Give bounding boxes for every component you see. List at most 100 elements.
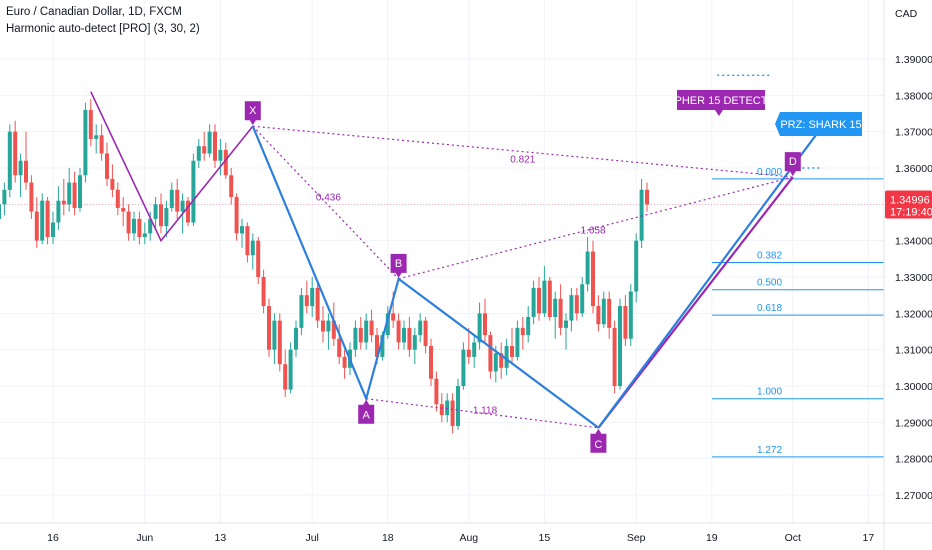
candle-body [121, 207, 126, 212]
candle-body [412, 335, 417, 350]
candle-body [483, 313, 487, 336]
symbol-title[interactable]: Euro / Canadian Dollar, 1D, FXCM [6, 6, 182, 18]
time-tick: Jul [305, 532, 318, 544]
cypher-label-box [677, 90, 765, 116]
fib-level-label: 1.000 [757, 387, 782, 398]
candle-body [612, 327, 617, 386]
prz-shark-badge: PRZ: SHARK 15 [775, 112, 862, 136]
candle-body [499, 353, 504, 368]
candle-body [542, 280, 547, 314]
last-price-tag [885, 190, 932, 219]
candle-body [531, 287, 536, 317]
candle-body [88, 109, 93, 139]
grid [0, 0, 884, 523]
price-tick: 1.30000 [895, 381, 932, 393]
candle-body [78, 175, 82, 208]
candle-body [477, 313, 482, 343]
candle-body [29, 182, 34, 212]
point-marker [784, 152, 801, 177]
time-tick: Sep [627, 532, 646, 544]
candle-body [623, 306, 628, 339]
candle-body [515, 327, 520, 357]
candle-body [283, 364, 288, 390]
candle-body [148, 218, 153, 234]
candle-body [61, 200, 66, 205]
candle-body [537, 287, 541, 314]
point-label: C [594, 439, 602, 451]
candle-body [72, 182, 77, 208]
ratio-label: 0.821 [510, 155, 535, 166]
candle-body [375, 335, 379, 357]
candle-body [110, 178, 115, 190]
candle-body [450, 400, 455, 426]
candle-body [7, 131, 12, 190]
chart-legend: Euro / Canadian Dollar, 1D, FXCM Harmoni… [6, 4, 200, 38]
candle-body [385, 313, 390, 336]
candle-body [294, 327, 298, 350]
candle-body [207, 131, 212, 154]
time-tick: 17 [863, 532, 875, 544]
ratio-label: 0.436 [316, 193, 341, 204]
fib-levels: 0.000 0.382 0.500 0.618 1.000 1.272 [712, 167, 884, 458]
candle-body [418, 320, 423, 336]
candle-body [353, 327, 358, 350]
candle-body [153, 204, 158, 219]
pattern-point-d: D [784, 152, 801, 177]
candle-body [429, 346, 433, 379]
prz-projection-line [597, 121, 827, 429]
candle-body [553, 298, 558, 317]
currency-label: CAD [895, 8, 918, 20]
time-axis[interactable]: 16Jun13Jul18Aug15Sep19Oct17Nov [0, 522, 932, 544]
candle-body [321, 320, 325, 332]
candle-body [396, 320, 401, 343]
price-tick: 1.34000 [895, 236, 932, 248]
candle-body [272, 320, 277, 350]
candle-body [94, 135, 99, 139]
candle-body [213, 131, 217, 161]
candle-body [83, 109, 88, 176]
candle-body [596, 306, 601, 325]
candle-body [223, 149, 228, 176]
price-tick: 1.28000 [895, 454, 932, 466]
candle-body [191, 160, 196, 223]
fib-level-label: 0.382 [757, 250, 782, 261]
candle-body [504, 346, 509, 368]
candle-body [618, 306, 622, 386]
candle-body [369, 320, 374, 336]
price-tick: 1.33000 [895, 272, 932, 284]
candle-body [40, 200, 45, 241]
candle-body [402, 327, 406, 343]
candle-body [288, 349, 293, 390]
xd-dotted-line [252, 125, 793, 178]
price-tick: 1.39000 [895, 54, 932, 66]
prz-badge-text: PRZ: SHARK 15 [780, 119, 861, 131]
candle-body [558, 298, 563, 328]
candle-body [580, 284, 585, 314]
candle-body [591, 251, 595, 307]
point-marker [590, 428, 607, 453]
candle-body [137, 218, 142, 238]
time-tick: 13 [215, 532, 227, 544]
price-axis[interactable]: CAD1.390001.380001.370001.360001.350001.… [883, 0, 932, 550]
fib-level-label: 1.272 [757, 445, 782, 456]
candle-body [277, 320, 282, 365]
candle-body [461, 349, 466, 386]
candle-body [391, 313, 396, 321]
candle-body [547, 280, 552, 317]
pattern-point-a: A [358, 399, 375, 424]
last-price-value: 1.34996 [890, 194, 930, 206]
candle-body [24, 160, 28, 183]
candle-body [380, 335, 385, 357]
candle-body [250, 240, 255, 256]
candle-body [132, 218, 136, 234]
pattern-point-x: X [244, 101, 261, 126]
candle-body [456, 386, 460, 426]
candle-body [585, 251, 590, 285]
candle-body [601, 298, 606, 325]
candle-body [364, 320, 369, 343]
indicator-title[interactable]: Harmonic auto-detect [PRO] (3, 30, 2) [6, 23, 200, 35]
point-marker [390, 253, 407, 278]
candle-body [175, 189, 180, 212]
candle-body [261, 277, 266, 307]
